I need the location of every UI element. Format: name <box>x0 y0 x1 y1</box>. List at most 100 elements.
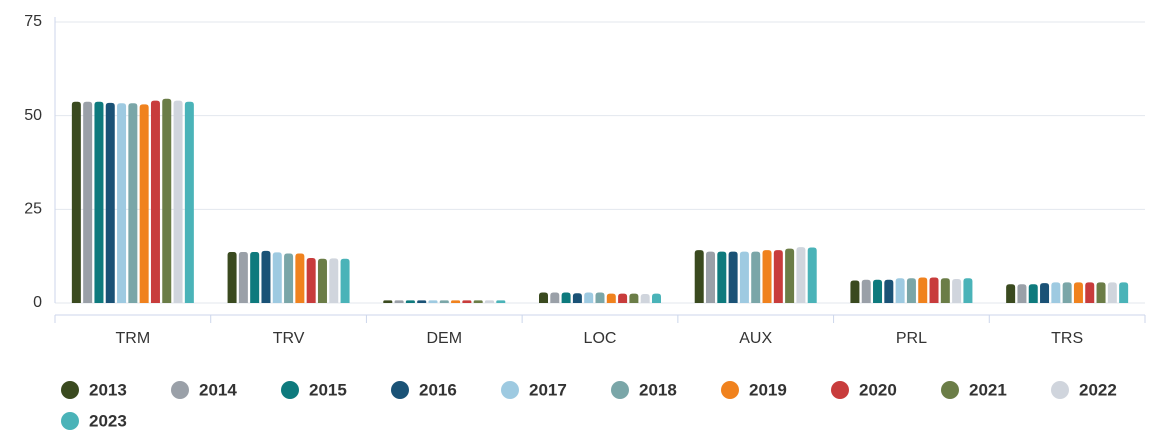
bar <box>1119 282 1129 303</box>
bar <box>227 252 237 303</box>
bar <box>139 104 149 303</box>
bar <box>439 300 449 303</box>
legend-label: 2013 <box>89 380 127 399</box>
bar <box>940 278 950 303</box>
legend-label: 2020 <box>859 380 897 399</box>
bar <box>728 251 738 303</box>
bar <box>250 252 260 303</box>
bar <box>1051 282 1061 303</box>
bar <box>785 248 795 303</box>
bar <box>117 103 127 303</box>
x-tick-label: TRS <box>1051 330 1083 347</box>
legend-marker <box>831 381 849 399</box>
bar <box>595 292 605 303</box>
legend-label: 2017 <box>529 380 567 399</box>
bar <box>1073 282 1083 303</box>
bar <box>929 277 939 303</box>
bar <box>539 292 548 303</box>
bar <box>394 300 404 303</box>
bar <box>762 250 772 303</box>
bar <box>963 278 973 303</box>
bar <box>428 300 438 303</box>
bar <box>1085 282 1095 303</box>
bar <box>284 253 294 303</box>
bar <box>739 251 749 303</box>
bar <box>1017 284 1027 303</box>
bar <box>751 251 761 303</box>
legend-label: 2019 <box>749 380 787 399</box>
x-tick-label: AUX <box>739 330 772 347</box>
bar <box>550 292 560 303</box>
bar <box>706 251 716 303</box>
bar <box>618 293 628 303</box>
bar <box>1040 283 1050 303</box>
bar <box>150 100 160 304</box>
bar <box>850 280 860 303</box>
bar <box>484 300 494 303</box>
bar <box>1096 282 1106 303</box>
bar <box>873 279 883 303</box>
bar <box>952 279 962 303</box>
bar <box>717 251 727 303</box>
x-tick-label: TRM <box>116 330 151 347</box>
x-tick-label: DEM <box>427 330 463 347</box>
legend-marker <box>501 381 519 399</box>
bar <box>561 292 571 303</box>
bar <box>694 250 704 303</box>
legend-marker <box>611 381 629 399</box>
bar <box>895 278 905 303</box>
legend-marker <box>61 412 79 430</box>
bar <box>71 101 81 303</box>
bar <box>918 277 928 303</box>
legend-marker <box>281 381 299 399</box>
bar <box>652 293 661 303</box>
bar <box>128 103 138 303</box>
bar <box>261 250 271 303</box>
bar <box>329 258 339 303</box>
legend-marker <box>61 381 79 399</box>
bar <box>173 100 183 304</box>
legend-marker <box>1051 381 1069 399</box>
bar <box>238 252 248 303</box>
bar <box>861 279 871 303</box>
bar <box>94 101 104 303</box>
legend-marker <box>171 381 189 399</box>
bar <box>640 294 650 303</box>
bar <box>572 293 582 303</box>
bar <box>295 253 305 303</box>
legend-label: 2014 <box>199 380 237 399</box>
legend-marker <box>721 381 739 399</box>
legend-label: 2016 <box>419 380 457 399</box>
bar <box>83 101 93 303</box>
y-tick-label: 25 <box>24 201 42 218</box>
y-tick-label: 0 <box>33 294 42 311</box>
x-tick-label: PRL <box>896 330 927 347</box>
bar <box>1006 284 1016 303</box>
bar <box>405 300 415 303</box>
bar <box>340 258 350 303</box>
bar <box>383 300 393 303</box>
bar <box>272 252 282 303</box>
y-tick-label: 50 <box>24 107 42 124</box>
bar <box>184 101 194 303</box>
bar <box>317 258 327 303</box>
bar <box>807 247 817 303</box>
bar <box>451 300 461 303</box>
legend-label: 2015 <box>309 380 347 399</box>
y-tick-label: 75 <box>24 13 42 30</box>
bar <box>629 293 639 303</box>
legend-label: 2021 <box>969 380 1007 399</box>
legend-label: 2022 <box>1079 380 1117 399</box>
bar <box>162 98 172 303</box>
legend-label: 2023 <box>89 411 127 430</box>
bar <box>473 300 483 303</box>
bar <box>796 247 806 303</box>
bar <box>906 278 916 303</box>
bar <box>417 300 427 303</box>
bar <box>105 102 115 303</box>
bar <box>1062 282 1072 303</box>
bar <box>496 300 506 303</box>
legend-label: 2018 <box>639 380 677 399</box>
bar <box>606 293 616 303</box>
